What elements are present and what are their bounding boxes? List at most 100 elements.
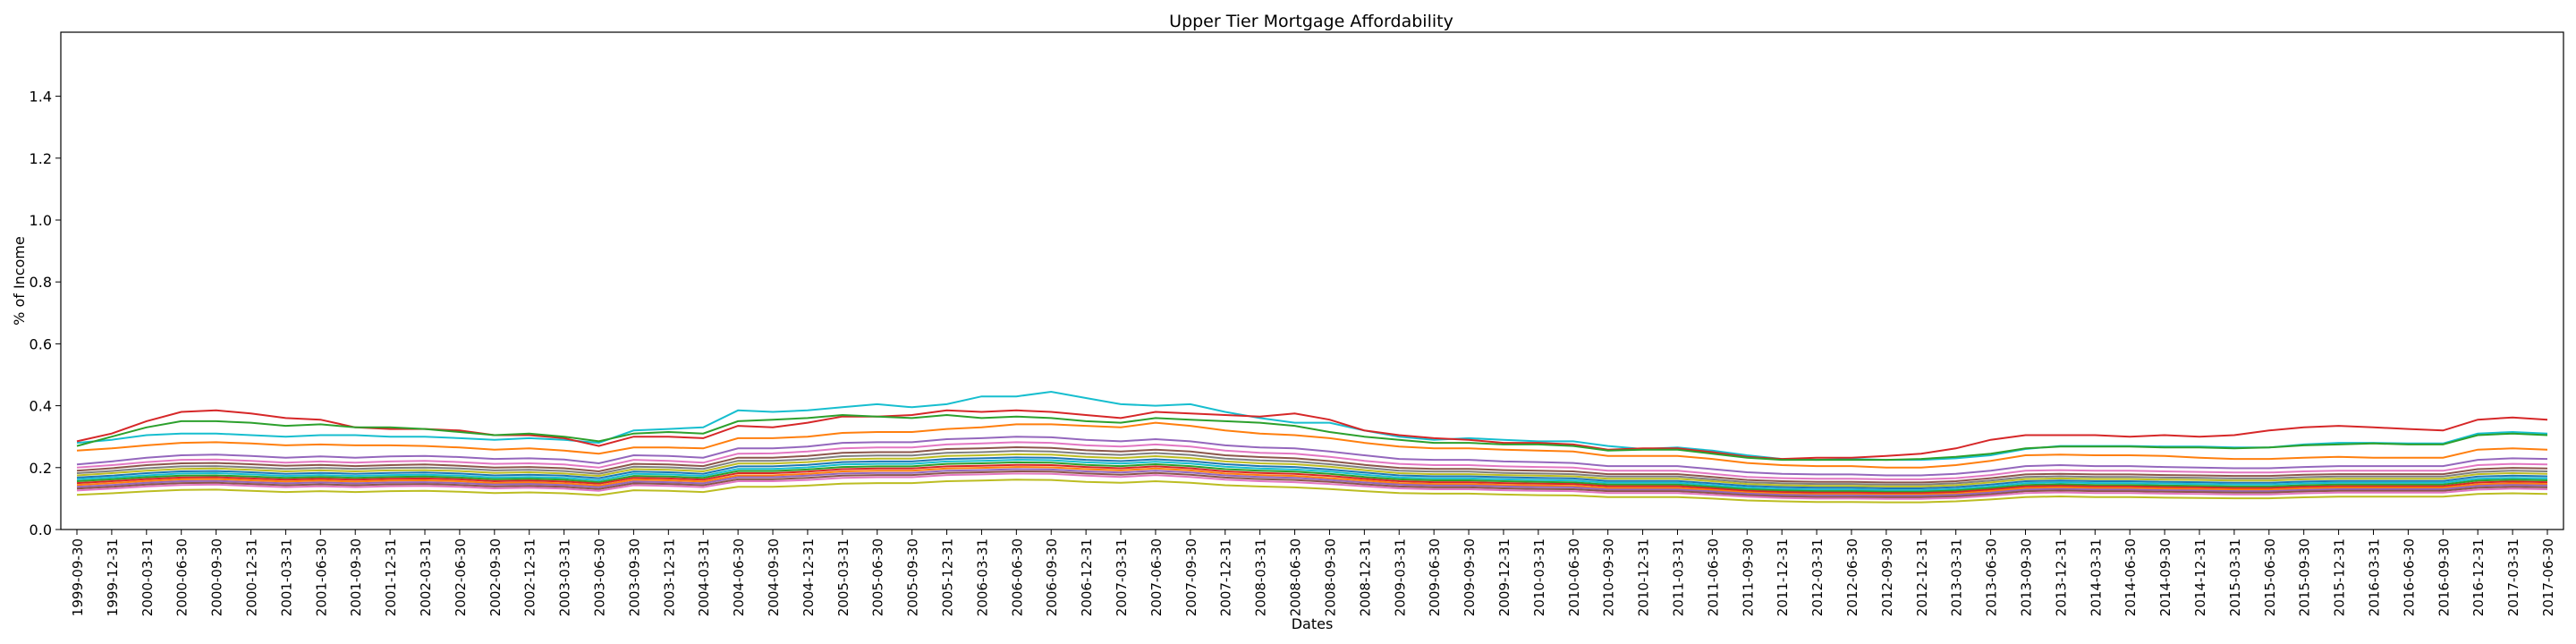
series-line [76,479,2548,504]
x-tick-label: 2009-06-30 [1427,538,1443,616]
series-line [76,463,2548,495]
series-line [76,468,2548,497]
x-tick-label: 2011-06-30 [1705,538,1721,616]
x-tick-label: 2014-06-30 [2123,538,2139,616]
y-tick-label: 1.0 [30,212,52,229]
x-tick-label: 2008-12-31 [1357,538,1373,616]
x-tick-label: 2002-06-30 [453,538,469,616]
x-tick-label: 2010-09-30 [1601,538,1617,616]
x-tick-label: 2001-09-30 [348,538,364,616]
x-tick-label: 2016-06-30 [2401,538,2417,616]
x-tick-label: 2002-03-31 [418,538,434,616]
x-tick-label: 2009-09-30 [1462,538,1478,616]
x-tick-label: 2005-12-31 [940,538,956,616]
x-tick-label: 2010-12-31 [1636,538,1652,616]
y-tick-label: 0.8 [30,274,52,291]
x-tick-label: 1999-09-30 [70,538,86,616]
series-line [76,459,2548,492]
series-line [76,472,2548,500]
x-tick-label: 2013-06-30 [1984,538,2000,616]
series-line [76,421,2548,469]
y-axis-label: % of Income [11,236,28,326]
y-tick-label: 0.0 [30,521,52,538]
x-tick-label: 2008-03-31 [1253,538,1269,616]
x-tick-label: 2000-06-30 [174,538,191,616]
x-tick-label: 2003-03-31 [557,538,573,616]
series-line [76,453,2548,487]
series-line [76,445,2548,484]
x-tick-label: 2006-09-30 [1044,538,1060,616]
x-tick-label: 2002-12-31 [522,538,538,616]
x-tick-label: 2014-03-31 [2088,538,2104,616]
x-tick-label: 2014-12-31 [2192,538,2208,616]
x-tick-label: 2016-03-31 [2367,538,2383,616]
x-tick-label: 2012-09-30 [1879,538,1895,616]
x-tick-label: 2009-12-31 [1496,538,1513,616]
x-tick-label: 2015-12-31 [2332,538,2348,616]
x-tick-label: 1999-12-31 [105,538,121,616]
x-tick-label: 2006-06-30 [1009,538,1025,616]
x-tick-label: 2005-06-30 [870,538,886,616]
x-tick-label: 2000-03-31 [140,538,156,616]
y-tick-label: 0.6 [30,335,52,352]
x-tick-label: 2015-06-30 [2262,538,2278,616]
x-tick-label: 2002-09-30 [487,538,504,616]
x-tick-label: 2007-03-31 [1114,538,1130,616]
x-tick-label: 2005-09-30 [905,538,921,616]
x-tick-label: 2017-06-30 [2540,538,2556,616]
x-tick-label: 2004-09-30 [766,538,782,616]
x-tick-label: 2014-09-30 [2157,538,2174,616]
x-tick-label: 2013-12-31 [2053,538,2069,616]
y-axis: 0.0 0.2 0.4 0.6 0.8 1.0 1.2 1.4 [30,89,61,538]
x-tick-label: 2011-09-30 [1740,538,1756,616]
x-tick-label: 2007-12-31 [1218,538,1234,616]
x-tick-label: 2017-03-31 [2505,538,2521,616]
x-tick-label: 2010-03-31 [1531,538,1547,616]
x-tick-label: 2011-03-31 [1671,538,1687,616]
x-tick-label: 2013-03-31 [1949,538,1965,616]
x-tick-label: 2008-06-30 [1288,538,1304,616]
series-line [76,456,2548,489]
series-line [76,466,2548,496]
x-tick-label: 2001-12-31 [383,538,399,616]
x-tick-label: 2007-06-30 [1148,538,1165,616]
x-tick-label: 2005-03-31 [835,538,852,616]
x-tick-label: 2011-12-31 [1775,538,1791,616]
x-tick-label: 2012-06-30 [1844,538,1860,616]
y-tick-label: 1.2 [30,150,52,167]
x-tick-label: 2016-09-30 [2436,538,2452,616]
series-line [76,436,2548,477]
chart-title: Upper Tier Mortgage Affordability [1169,12,1453,31]
x-tick-label: 2001-06-30 [313,538,329,616]
plot-area [60,31,2564,530]
x-tick-label: 2006-12-31 [1079,538,1095,616]
x-tick-label: 2007-09-30 [1183,538,1199,616]
x-tick-label: 2003-12-31 [661,538,677,616]
x-tick-label: 2004-06-30 [731,538,747,616]
x-tick-label: 2000-12-31 [244,538,260,616]
series-line [76,441,2548,480]
x-tick-label: 2012-03-31 [1809,538,1826,616]
x-axis-label: Dates [1292,615,1334,632]
y-tick-label: 0.2 [30,460,52,477]
x-tick-label: 2013-09-30 [2019,538,2035,616]
x-tick-label: 2012-12-31 [1914,538,1930,616]
series-line [76,470,2548,498]
x-tick-label: 2008-09-30 [1323,538,1339,616]
x-tick-label: 2009-03-31 [1392,538,1408,616]
x-tick-label: 2006-03-31 [974,538,990,616]
series-line [76,450,2548,486]
y-tick-label: 1.4 [30,89,52,106]
y-tick-label: 0.4 [30,398,52,415]
series-layer [76,390,2548,504]
x-tick-label: 2000-09-30 [209,538,225,616]
x-tick-label: 2001-03-31 [278,538,294,616]
series-line [76,461,2548,493]
x-tick-label: 2004-12-31 [801,538,817,616]
x-tick-label: 2003-09-30 [626,538,642,616]
x-tick-label: 2015-09-30 [2297,538,2313,616]
x-axis: 1999-09-30 1999-12-31 2000-03-31 2000-06-30… [70,530,2556,616]
series-line [76,413,2548,462]
